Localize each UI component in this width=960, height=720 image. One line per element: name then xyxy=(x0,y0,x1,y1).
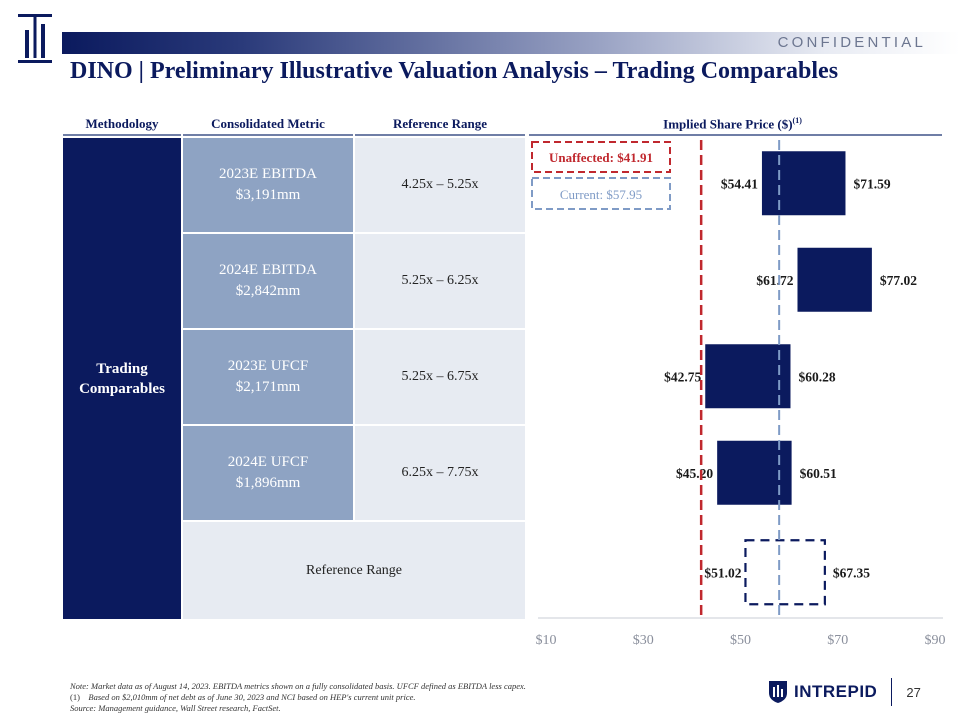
metric-name: 2024E EBITDA xyxy=(219,262,317,278)
bar-low-label: $54.41 xyxy=(721,176,758,191)
brand-name: INTREPID xyxy=(794,682,878,701)
header-rule xyxy=(355,134,525,136)
current-legend-box xyxy=(531,177,671,210)
x-tick-label: $30 xyxy=(633,633,654,648)
range-bar xyxy=(705,344,791,409)
bar-high-label: $60.51 xyxy=(800,466,837,481)
company-logo-icon xyxy=(18,14,52,63)
methodology-cell: Trading Comparables xyxy=(63,138,181,619)
multiple-range-cell: 4.25x – 5.25x xyxy=(355,138,525,232)
shield-logo-icon xyxy=(769,681,787,703)
range-bar xyxy=(797,247,872,312)
bar-low-label: $45.20 xyxy=(676,466,713,481)
header-gradient-bar xyxy=(62,32,960,54)
footer-divider xyxy=(891,678,893,706)
unaffected-legend-label: Unaffected: $41.91 xyxy=(549,150,653,165)
metric-value: $2,842mm xyxy=(235,283,301,299)
bar-low-label: $61.72 xyxy=(756,273,793,288)
metric-cell: 2023E EBITDA $3,191mm xyxy=(183,138,353,232)
page-title: DINO | Preliminary Illustrative Valuatio… xyxy=(70,58,839,84)
unaffected-legend-box xyxy=(531,141,671,173)
metric-cell: 2023E UFCF $2,171mm xyxy=(183,330,353,424)
range-bar xyxy=(717,440,792,505)
page-number: 27 xyxy=(906,684,921,700)
confidential-label: CONFIDENTIAL xyxy=(777,34,926,51)
footnote-note: Note: Market data as of August 14, 2023.… xyxy=(70,681,526,691)
reference-range-box xyxy=(744,539,826,606)
methodology-label-line1: Trading xyxy=(96,360,148,377)
footnotes: Note: Market data as of August 14, 2023.… xyxy=(70,681,526,714)
metric-value: $2,171mm xyxy=(235,379,301,395)
bar-high-label: $60.28 xyxy=(798,369,835,384)
bar-high-label: $71.59 xyxy=(853,176,890,191)
column-header-metric: Consolidated Metric xyxy=(211,116,325,131)
bar-high-label: $77.02 xyxy=(880,273,917,288)
x-tick-label: $50 xyxy=(730,633,751,648)
metric-cell: 2024E UFCF $1,896mm xyxy=(183,426,353,520)
x-tick-label: $90 xyxy=(925,633,946,648)
range-bar xyxy=(761,151,846,216)
header-rule xyxy=(529,134,942,136)
footnote-source: Source: Management guidance, Wall Street… xyxy=(70,703,281,713)
column-header-range: Reference Range xyxy=(393,116,487,131)
x-tick-label: $70 xyxy=(827,633,848,648)
metric-name: 2023E UFCF xyxy=(227,358,309,374)
bar-high-label: $67.35 xyxy=(833,565,870,580)
metric-value: $1,896mm xyxy=(235,475,301,491)
x-tick-label: $10 xyxy=(536,633,557,648)
reference-range-cell: Reference Range xyxy=(183,522,525,619)
column-header-implied: Implied Share Price ($)(1) xyxy=(663,116,802,132)
multiple-range-cell: 5.25x – 6.75x xyxy=(355,330,525,424)
multiple-range-cell: 5.25x – 6.25x xyxy=(355,234,525,328)
bar-low-label: $42.75 xyxy=(664,369,701,384)
methodology-label-line2: Comparables xyxy=(79,380,165,397)
metric-value: $3,191mm xyxy=(235,187,301,203)
column-header-methodology: Methodology xyxy=(85,116,159,131)
current-legend-label: Current: $57.95 xyxy=(560,187,642,202)
metric-name: 2023E EBITDA xyxy=(219,166,317,182)
football-field-chart: $10 $30 $50 $70 $90 $54.41 $71.59 $61.72 $77.02 $… xyxy=(531,140,946,648)
footnote-1: (1) Based on $2,010mm of net debt as of … xyxy=(70,692,416,702)
metric-cell: 2024E EBITDA $2,842mm xyxy=(183,234,353,328)
metric-name: 2024E UFCF xyxy=(227,454,309,470)
header-rule xyxy=(183,134,353,136)
bar-low-label: $51.02 xyxy=(704,565,741,580)
footer-brand: INTREPID 27 xyxy=(768,678,921,706)
multiple-range-cell: 6.25x – 7.75x xyxy=(355,426,525,520)
header-rule xyxy=(63,134,181,136)
